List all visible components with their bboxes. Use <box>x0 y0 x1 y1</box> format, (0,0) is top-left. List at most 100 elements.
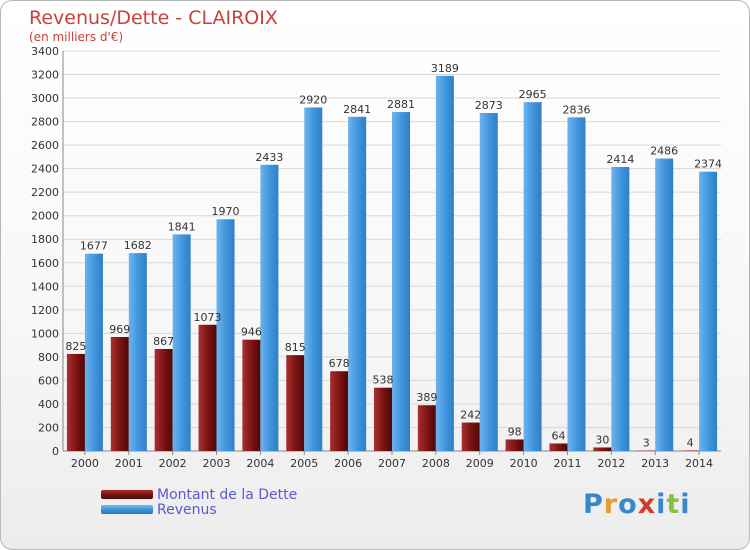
bar-revenus <box>216 219 235 451</box>
y-tick-label: 3400 <box>31 45 59 58</box>
bar-dette <box>330 371 349 451</box>
data-label-dette: 538 <box>373 374 394 387</box>
legend-swatch-revenus <box>101 505 153 514</box>
data-label-revenus: 2881 <box>387 98 415 111</box>
y-tick-label: 0 <box>52 445 59 458</box>
logo-letter: i <box>656 489 667 520</box>
y-tick-label: 2000 <box>31 210 59 223</box>
data-label-revenus: 2486 <box>650 145 678 158</box>
data-label-dette: 815 <box>285 341 306 354</box>
data-label-dette: 64 <box>551 429 565 442</box>
data-label-dette: 678 <box>329 357 350 370</box>
x-tick-label: 2001 <box>115 457 143 470</box>
y-tick-label: 1000 <box>31 327 59 340</box>
data-label-dette: 946 <box>241 326 262 339</box>
bar-dette <box>417 405 436 451</box>
bar-dette <box>593 447 612 451</box>
legend-label-dette: Montant de la Dette <box>157 486 298 503</box>
bar-revenus <box>172 234 191 451</box>
y-tick-label: 800 <box>38 351 59 364</box>
bar-dette <box>66 353 85 451</box>
data-label-revenus: 2965 <box>519 88 547 101</box>
bar-revenus <box>128 253 147 451</box>
chart-legend: Montant de la Dette Revenus <box>101 486 298 518</box>
legend-label-revenus: Revenus <box>157 501 217 518</box>
x-tick-label: 2006 <box>334 457 362 470</box>
data-label-revenus: 2873 <box>475 99 503 112</box>
bar-revenus <box>567 117 586 452</box>
data-label-revenus: 1682 <box>124 239 152 252</box>
bar-dette <box>154 349 173 451</box>
y-tick-label: 1600 <box>31 257 59 270</box>
bar-revenus <box>523 102 542 452</box>
bar-dette <box>549 443 568 451</box>
bar-dette <box>242 339 261 451</box>
data-label-revenus: 1677 <box>80 240 108 253</box>
y-tick-label: 1200 <box>31 304 59 317</box>
legend-item-dette: Montant de la Dette <box>101 486 298 503</box>
bar-revenus <box>304 107 323 452</box>
legend-item-revenus: Revenus <box>101 501 297 518</box>
data-label-dette: 3 <box>643 437 650 450</box>
x-tick-label: 2000 <box>71 457 99 470</box>
bar-revenus <box>655 158 674 451</box>
data-label-dette: 30 <box>595 433 609 446</box>
data-label-dette: 242 <box>460 409 481 422</box>
bar-dette <box>505 439 524 451</box>
x-tick-label: 2011 <box>553 457 581 470</box>
data-label-dette: 4 <box>687 437 694 450</box>
bar-revenus <box>611 167 630 451</box>
data-label-dette: 825 <box>65 340 86 353</box>
x-tick-label: 2003 <box>203 457 231 470</box>
x-tick-label: 2014 <box>685 457 713 470</box>
data-label-revenus: 2414 <box>606 153 634 166</box>
bar-dette <box>461 422 480 451</box>
bar-revenus <box>435 75 454 451</box>
bar-dette <box>286 355 305 451</box>
y-tick-label: 400 <box>38 398 59 411</box>
y-tick-label: 1400 <box>31 280 59 293</box>
data-label-dette: 389 <box>416 391 437 404</box>
y-tick-label: 600 <box>38 374 59 387</box>
bar-revenus <box>392 112 410 451</box>
data-label-revenus: 2836 <box>562 103 590 116</box>
logo-letter: o <box>618 489 638 520</box>
bar-dette <box>198 324 217 451</box>
y-tick-label: 2400 <box>31 163 59 176</box>
bar-revenus <box>348 116 367 451</box>
logo-letter: i <box>680 489 691 520</box>
y-tick-label: 3200 <box>31 69 59 82</box>
x-tick-label: 2010 <box>510 457 538 470</box>
x-tick-label: 2005 <box>290 457 318 470</box>
bar-revenus <box>84 253 103 451</box>
data-label-revenus: 1841 <box>168 220 196 233</box>
data-label-revenus: 2920 <box>299 93 327 106</box>
x-tick-label: 2004 <box>246 457 274 470</box>
chart-subtitle: (en milliers d'€) <box>29 30 124 44</box>
x-tick-label: 2008 <box>422 457 450 470</box>
data-label-revenus: 1970 <box>212 205 240 218</box>
logo-letter: x <box>637 489 657 520</box>
x-tick-label: 2012 <box>597 457 625 470</box>
x-tick-label: 2007 <box>378 457 406 470</box>
data-label-dette: 1073 <box>194 311 222 324</box>
chart-title: Revenus/Dette - CLAIROIX <box>29 7 278 29</box>
y-tick-label: 2200 <box>31 186 59 199</box>
data-label-dette: 867 <box>153 335 174 348</box>
y-tick-label: 2800 <box>31 116 59 129</box>
legend-swatch-dette <box>101 490 153 499</box>
x-tick-label: 2002 <box>159 457 187 470</box>
x-tick-label: 2013 <box>641 457 669 470</box>
y-tick-label: 3000 <box>31 92 59 105</box>
data-label-revenus: 2841 <box>343 103 371 116</box>
logo-letter: r <box>603 489 619 520</box>
data-label-dette: 969 <box>109 323 130 336</box>
bar-revenus <box>699 171 718 452</box>
data-label-revenus: 3189 <box>431 62 459 75</box>
bar-dette <box>110 337 129 451</box>
data-label-dette: 98 <box>508 425 522 438</box>
logo-letter: P <box>583 489 604 520</box>
bar-revenus <box>479 113 498 451</box>
